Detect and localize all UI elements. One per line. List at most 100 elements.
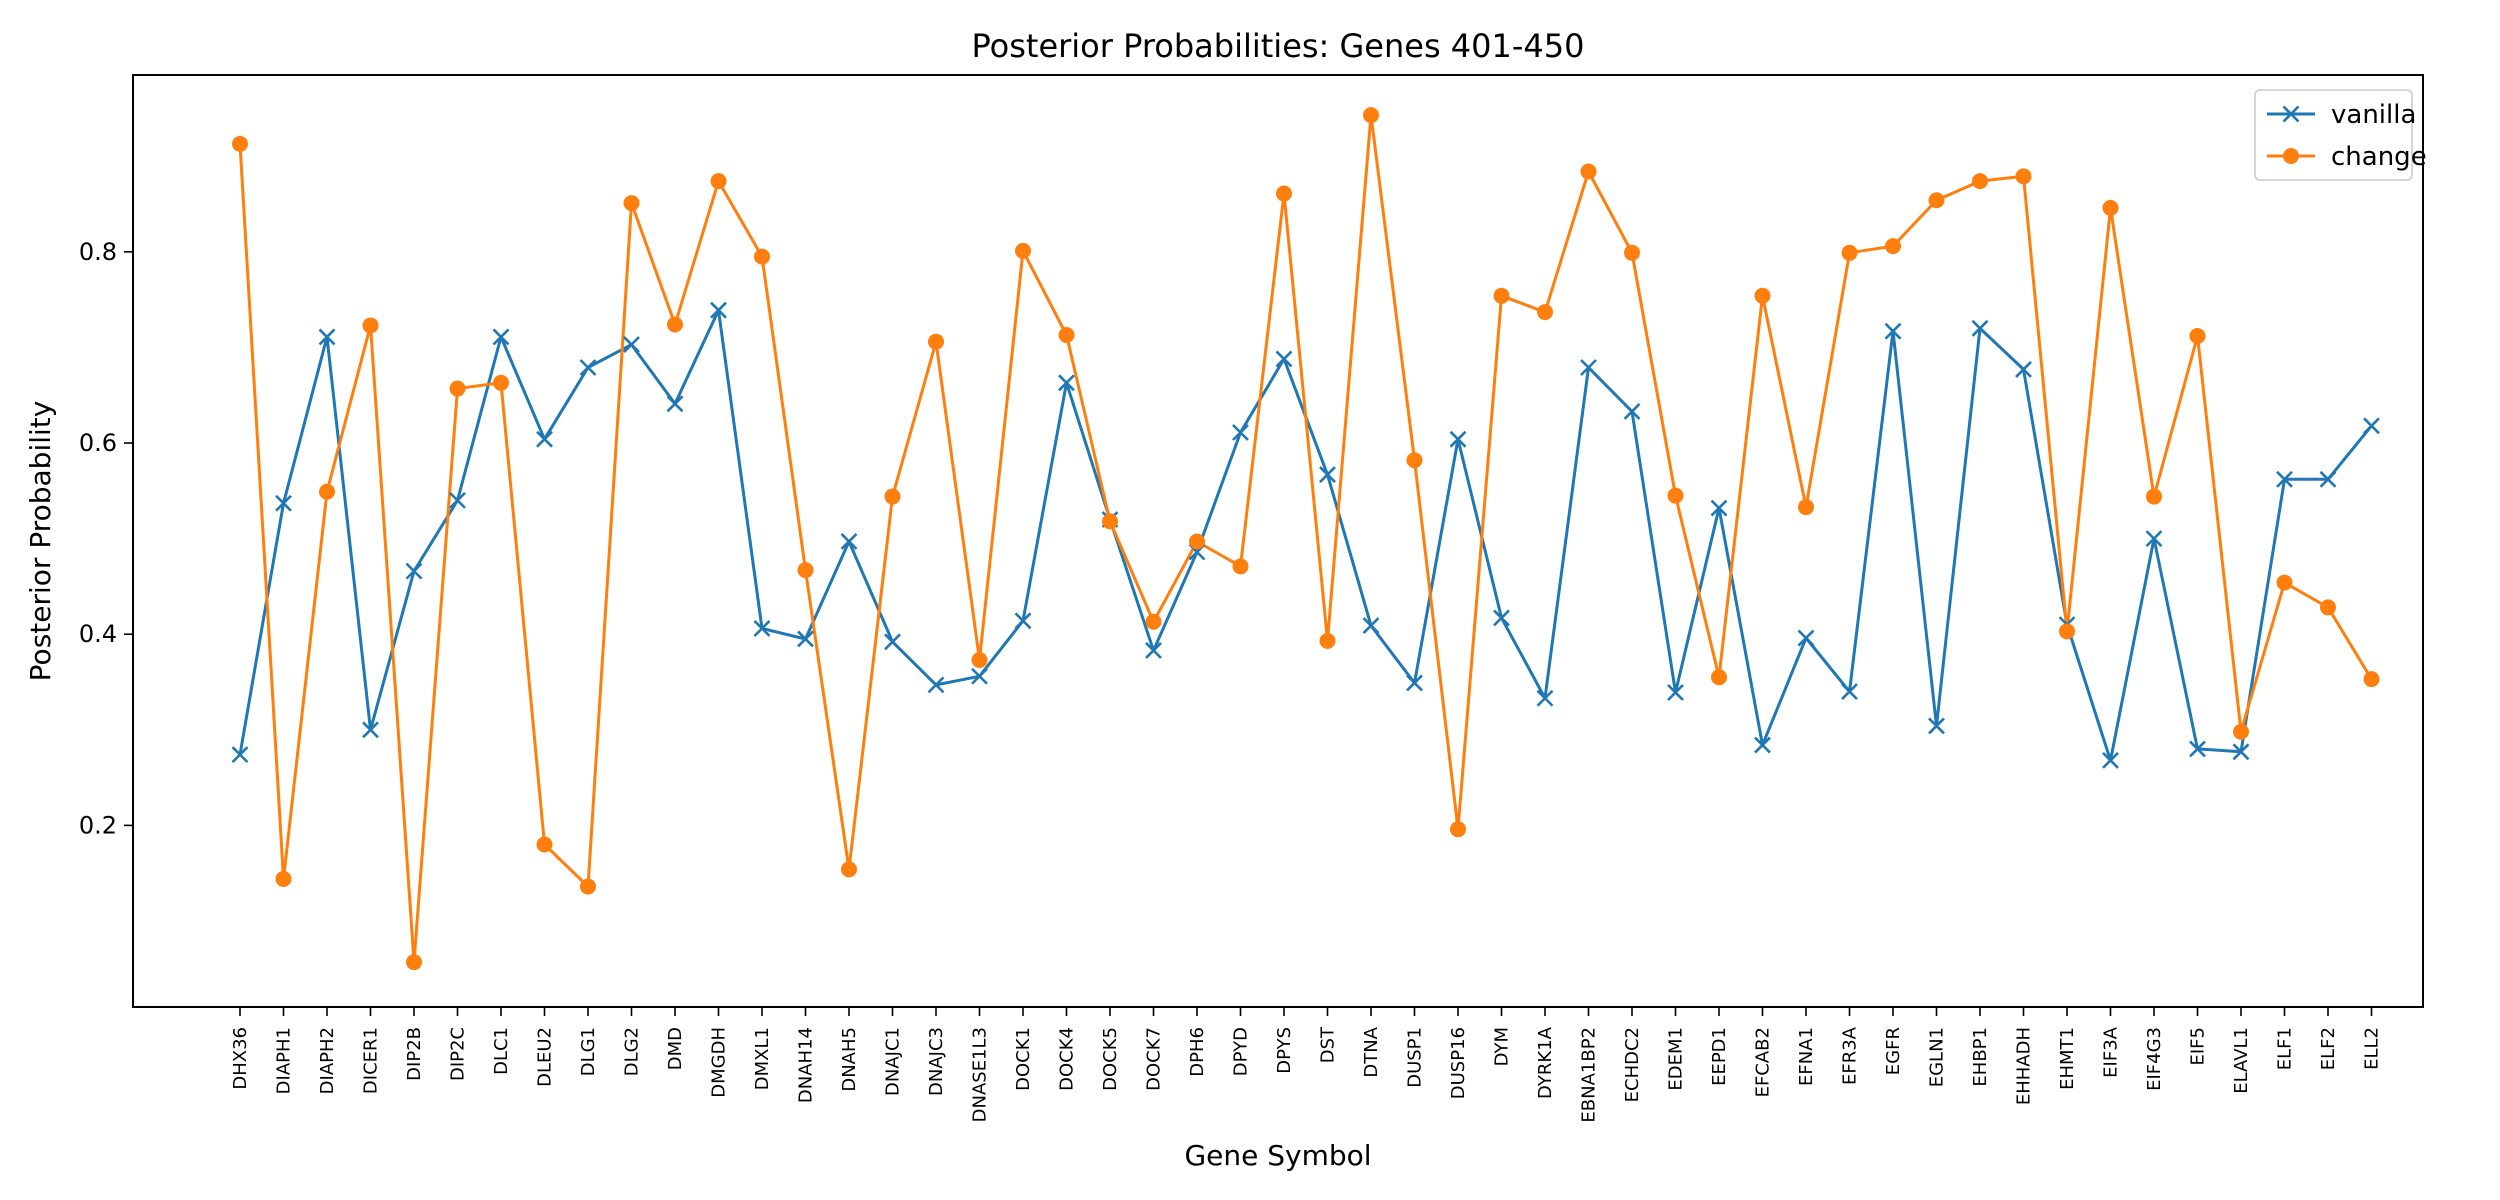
data-point-change bbox=[1450, 821, 1466, 838]
x-tick-label: DNAH14 bbox=[796, 1027, 817, 1103]
data-point-vanilla bbox=[1493, 609, 1510, 627]
x-tick-label: EIF3A bbox=[2101, 1026, 2122, 1077]
data-point-vanilla bbox=[536, 430, 553, 448]
data-point-vanilla bbox=[666, 395, 684, 413]
x-tick-label: EHMT1 bbox=[2057, 1027, 2078, 1090]
data-point-vanilla bbox=[2015, 360, 2032, 378]
data-point-vanilla bbox=[1058, 374, 1075, 392]
x-tick-label: DNAJC3 bbox=[926, 1027, 947, 1096]
x-tick-label: DLG1 bbox=[578, 1027, 599, 1076]
data-point-change bbox=[1232, 558, 1249, 575]
x-tick-label: DICER1 bbox=[361, 1027, 382, 1094]
x-tick-label: DUSP1 bbox=[1405, 1027, 1426, 1088]
y-tick-label: 0.2 bbox=[79, 811, 117, 839]
data-point-vanilla bbox=[362, 721, 379, 739]
data-point-change bbox=[2189, 327, 2206, 344]
x-tick-label: EIF5 bbox=[2188, 1027, 2209, 1066]
data-point-vanilla bbox=[2319, 470, 2337, 488]
data-point-change bbox=[232, 135, 248, 152]
data-point-vanilla bbox=[1449, 430, 1467, 448]
data-point-vanilla bbox=[710, 301, 727, 319]
data-point-change bbox=[2233, 723, 2249, 740]
x-tick-label: EGLN1 bbox=[1927, 1027, 1948, 1087]
x-tick-label: EEPD1 bbox=[1709, 1027, 1730, 1086]
x-tick-label: DNAJC1 bbox=[883, 1027, 904, 1096]
data-point-vanilla bbox=[2363, 417, 2380, 435]
x-tick-label: EBNA1BP2 bbox=[1579, 1027, 1600, 1123]
data-point-change bbox=[362, 317, 379, 334]
data-point-vanilla bbox=[492, 328, 510, 346]
data-point-vanilla bbox=[1841, 683, 1858, 700]
x-axis: DHX36 DIAPH1 DIAPH2 DICER1 DIP2B DIP2C DLC1 DLE… bbox=[230, 1007, 2383, 1123]
x-tick-label: EIF4G3 bbox=[2144, 1027, 2165, 1091]
x-tick-label: DUSP16 bbox=[1448, 1027, 1469, 1099]
data-point-vanilla bbox=[275, 494, 292, 512]
x-tick-label: DNAH5 bbox=[839, 1027, 860, 1092]
y-tick-label: 0.4 bbox=[79, 620, 117, 648]
x-tick-label: DLEU2 bbox=[535, 1027, 556, 1087]
x-tick-label: DIP2C bbox=[448, 1027, 469, 1081]
data-point-vanilla bbox=[1580, 359, 1597, 376]
x-tick-label: DYRK1A bbox=[1535, 1026, 1556, 1099]
x-tick-label: DIAPH2 bbox=[317, 1027, 338, 1094]
data-point-change bbox=[1798, 499, 1814, 516]
x-tick-label: DOCK4 bbox=[1057, 1027, 1078, 1091]
data-point-change bbox=[1015, 242, 1031, 259]
data-point-vanilla bbox=[449, 491, 466, 509]
x-tick-label: DPYD bbox=[1231, 1027, 1252, 1076]
data-point-change bbox=[841, 861, 857, 878]
data-point-vanilla bbox=[1884, 322, 1902, 340]
data-point-change bbox=[1189, 533, 1205, 550]
data-point-change bbox=[1145, 613, 1162, 630]
data-point-change bbox=[1406, 452, 1423, 469]
data-point-vanilla bbox=[405, 562, 423, 580]
data-point-change bbox=[971, 652, 988, 669]
x-tick-label: DOCK7 bbox=[1144, 1027, 1165, 1091]
data-point-vanilla bbox=[231, 746, 249, 764]
data-point-vanilla bbox=[1145, 642, 1162, 659]
x-tick-label: DIP2B bbox=[404, 1027, 425, 1081]
data-point-vanilla bbox=[2145, 530, 2163, 548]
x-tick-label: EHBP1 bbox=[1970, 1027, 1991, 1087]
data-point-change bbox=[928, 333, 944, 350]
data-point-change bbox=[319, 483, 335, 500]
data-point-vanilla bbox=[797, 630, 814, 648]
y-tick-label: 0.8 bbox=[79, 238, 117, 266]
data-point-vanilla bbox=[1667, 684, 1684, 701]
data-point-change bbox=[1972, 173, 1988, 190]
x-tick-label: DMGDH bbox=[709, 1027, 730, 1098]
x-tick-label: DPH6 bbox=[1187, 1027, 1208, 1077]
data-point-change bbox=[1667, 487, 1684, 504]
x-tick-label: DPYS bbox=[1274, 1027, 1295, 1074]
data-point-change bbox=[797, 562, 814, 579]
data-point-change bbox=[1885, 238, 1901, 255]
data-point-change bbox=[2059, 623, 2075, 640]
x-tick-label: ELF2 bbox=[2318, 1027, 2339, 1070]
x-axis-title: Gene Symbol bbox=[1184, 1139, 1371, 1172]
chart-title: Posterior Probabilities: Genes 401-450 bbox=[971, 27, 1584, 65]
data-point-vanilla bbox=[2232, 743, 2250, 761]
x-tick-label: DLG2 bbox=[622, 1027, 643, 1076]
plot-lines bbox=[238, 113, 2373, 964]
x-tick-label: ELL2 bbox=[2362, 1027, 2383, 1070]
data-point-change bbox=[1493, 287, 1510, 304]
x-tick-label: DNASE1L3 bbox=[970, 1027, 991, 1122]
x-tick-label: ELAVL1 bbox=[2231, 1027, 2252, 1094]
data-point-vanilla bbox=[1362, 617, 1380, 635]
data-point-change bbox=[2363, 671, 2380, 688]
data-point-change bbox=[1319, 632, 1336, 649]
data-point-vanilla bbox=[1754, 736, 1771, 754]
data-point-change bbox=[1624, 244, 1640, 261]
x-tick-label: EDEM1 bbox=[1666, 1027, 1687, 1091]
x-tick-label: ECHDC2 bbox=[1622, 1027, 1643, 1102]
data-point-vanilla bbox=[1406, 674, 1423, 692]
data-point-vanilla bbox=[2189, 740, 2206, 758]
x-tick-label: DMXL1 bbox=[752, 1027, 773, 1090]
data-point-change bbox=[754, 248, 770, 265]
data-point-change bbox=[1058, 327, 1075, 344]
data-point-vanilla bbox=[1275, 350, 1293, 368]
x-tick-label: DHX36 bbox=[230, 1027, 251, 1090]
plot-frame bbox=[132, 74, 2424, 1008]
x-tick-label: EFNA1 bbox=[1796, 1027, 1817, 1086]
